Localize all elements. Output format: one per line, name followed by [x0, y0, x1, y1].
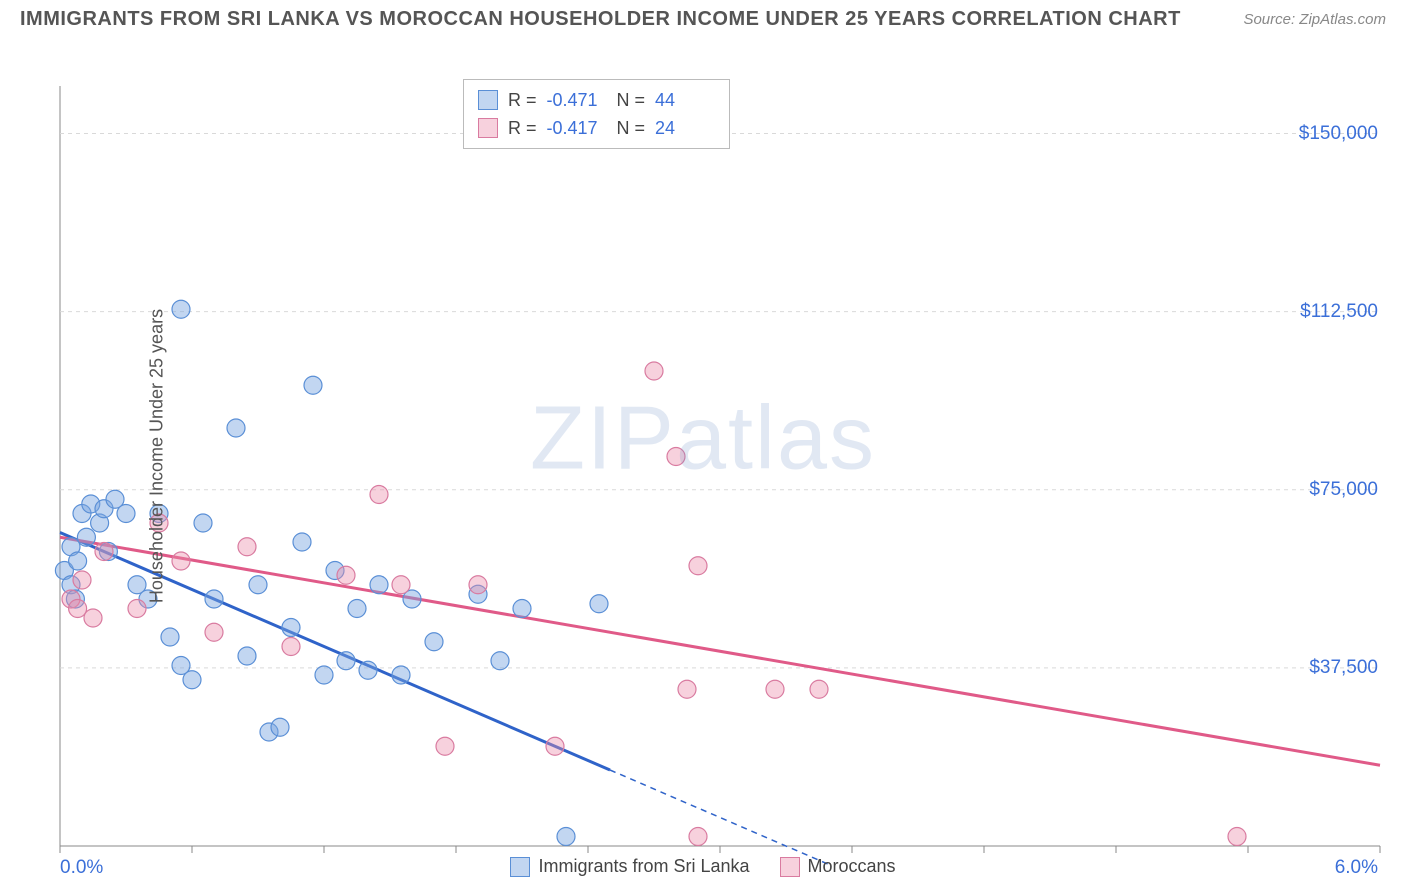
y-tick-label: $150,000 [1299, 123, 1378, 145]
y-tick-label: $75,000 [1309, 479, 1378, 501]
stat-N-label: N = [617, 90, 646, 111]
stat-N-label: N = [617, 118, 646, 139]
legend-item-srilanka: Immigrants from Sri Lanka [510, 856, 749, 877]
stat-R-label: R = [508, 118, 537, 139]
swatch-srilanka [478, 90, 498, 110]
swatch-srilanka [510, 857, 530, 877]
y-tick-label: $112,500 [1300, 301, 1378, 323]
chart-header: IMMIGRANTS FROM SRI LANKA VS MOROCCAN HO… [0, 0, 1406, 31]
stat-R-moroccans: -0.417 [547, 118, 607, 139]
legend-label-moroccans: Moroccans [808, 856, 896, 877]
y-tick-label: $37,500 [1309, 657, 1378, 679]
legend-label-srilanka: Immigrants from Sri Lanka [538, 856, 749, 877]
chart-area: Householder Income Under 25 years ZIPatl… [0, 31, 1406, 881]
swatch-moroccans [780, 857, 800, 877]
y-axis-label: Householder Income Under 25 years [147, 309, 168, 603]
scatter-plot [0, 31, 1406, 881]
chart-title: IMMIGRANTS FROM SRI LANKA VS MOROCCAN HO… [20, 8, 1181, 31]
correlation-stats-box: R = -0.471 N = 44 R = -0.417 N = 24 [463, 79, 730, 149]
stat-R-srilanka: -0.471 [547, 90, 607, 111]
stat-N-srilanka: 44 [655, 90, 715, 111]
stats-row-moroccans: R = -0.417 N = 24 [478, 114, 715, 142]
stat-R-label: R = [508, 90, 537, 111]
source-label: Source: ZipAtlas.com [1243, 11, 1386, 28]
stats-row-srilanka: R = -0.471 N = 44 [478, 86, 715, 114]
swatch-moroccans [478, 118, 498, 138]
stat-N-moroccans: 24 [655, 118, 715, 139]
legend-item-moroccans: Moroccans [780, 856, 896, 877]
legend: Immigrants from Sri Lanka Moroccans [0, 856, 1406, 877]
